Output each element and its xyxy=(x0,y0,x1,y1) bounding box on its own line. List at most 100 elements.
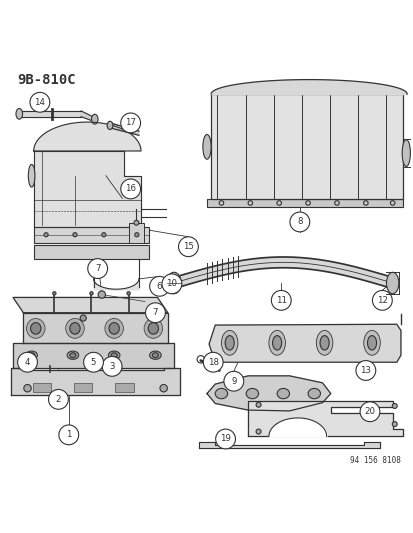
Text: 20: 20 xyxy=(363,407,375,416)
Bar xyxy=(115,383,133,392)
Ellipse shape xyxy=(391,422,396,426)
Circle shape xyxy=(215,429,235,449)
Ellipse shape xyxy=(67,351,78,359)
Ellipse shape xyxy=(90,292,93,295)
Text: 18: 18 xyxy=(207,358,218,367)
Ellipse shape xyxy=(367,336,376,350)
Bar xyxy=(128,223,144,243)
Text: 9: 9 xyxy=(230,377,236,386)
Ellipse shape xyxy=(246,389,258,399)
Ellipse shape xyxy=(70,353,76,358)
Circle shape xyxy=(30,92,50,112)
Ellipse shape xyxy=(225,336,234,350)
Text: 7: 7 xyxy=(95,264,100,273)
Ellipse shape xyxy=(401,140,409,166)
Ellipse shape xyxy=(28,164,35,187)
Ellipse shape xyxy=(221,330,237,355)
Circle shape xyxy=(88,259,107,278)
Polygon shape xyxy=(23,313,167,343)
Polygon shape xyxy=(33,122,141,151)
Ellipse shape xyxy=(52,292,56,295)
Ellipse shape xyxy=(316,330,332,355)
Bar xyxy=(33,245,149,259)
Text: 94 156 8108: 94 156 8108 xyxy=(349,456,400,465)
Ellipse shape xyxy=(24,384,31,392)
Bar xyxy=(74,383,92,392)
Text: 3: 3 xyxy=(109,362,114,371)
Ellipse shape xyxy=(108,351,120,359)
Text: 15: 15 xyxy=(183,242,193,251)
Circle shape xyxy=(48,390,68,409)
Circle shape xyxy=(83,352,103,372)
Ellipse shape xyxy=(202,134,211,159)
Ellipse shape xyxy=(70,322,80,334)
Text: 9B-810C: 9B-810C xyxy=(17,74,76,87)
Circle shape xyxy=(18,352,37,372)
Text: 4: 4 xyxy=(25,358,30,367)
Circle shape xyxy=(289,212,309,232)
Ellipse shape xyxy=(148,322,158,334)
Ellipse shape xyxy=(26,351,37,359)
Text: 19: 19 xyxy=(220,434,230,443)
Circle shape xyxy=(161,274,181,294)
Ellipse shape xyxy=(149,351,161,359)
Ellipse shape xyxy=(215,389,227,399)
Text: 8: 8 xyxy=(297,217,302,227)
Ellipse shape xyxy=(319,336,328,350)
Polygon shape xyxy=(110,123,139,135)
Ellipse shape xyxy=(102,233,106,237)
Text: 5: 5 xyxy=(90,358,96,367)
Polygon shape xyxy=(81,111,93,122)
Polygon shape xyxy=(209,324,400,362)
Ellipse shape xyxy=(16,109,22,119)
Ellipse shape xyxy=(256,402,261,407)
Bar xyxy=(211,94,402,199)
Ellipse shape xyxy=(363,330,380,355)
Ellipse shape xyxy=(111,353,117,358)
Text: 10: 10 xyxy=(166,279,177,288)
Ellipse shape xyxy=(144,319,162,338)
Circle shape xyxy=(121,179,140,199)
Ellipse shape xyxy=(80,315,86,321)
Ellipse shape xyxy=(134,220,139,225)
Text: 13: 13 xyxy=(359,366,370,375)
Circle shape xyxy=(223,372,243,391)
Text: 16: 16 xyxy=(125,184,136,193)
Ellipse shape xyxy=(386,272,398,294)
Ellipse shape xyxy=(127,292,130,295)
Ellipse shape xyxy=(268,330,285,355)
Circle shape xyxy=(203,352,223,372)
Circle shape xyxy=(355,361,375,381)
Ellipse shape xyxy=(307,389,320,399)
Circle shape xyxy=(271,290,290,310)
Text: 2: 2 xyxy=(56,395,61,404)
Circle shape xyxy=(178,237,198,256)
Polygon shape xyxy=(13,297,167,313)
Ellipse shape xyxy=(104,319,123,338)
Ellipse shape xyxy=(73,233,77,237)
Ellipse shape xyxy=(256,429,261,434)
Text: 12: 12 xyxy=(376,296,387,305)
Ellipse shape xyxy=(159,384,167,392)
Circle shape xyxy=(121,113,140,133)
Circle shape xyxy=(59,425,78,445)
Polygon shape xyxy=(198,442,380,448)
Polygon shape xyxy=(13,343,173,368)
Ellipse shape xyxy=(107,122,113,130)
Polygon shape xyxy=(206,376,330,411)
Ellipse shape xyxy=(26,319,45,338)
Text: 17: 17 xyxy=(125,118,136,127)
Ellipse shape xyxy=(272,336,281,350)
Ellipse shape xyxy=(135,233,139,237)
Text: 1: 1 xyxy=(66,430,71,439)
Ellipse shape xyxy=(28,353,35,358)
Ellipse shape xyxy=(66,319,84,338)
Circle shape xyxy=(102,357,122,376)
Circle shape xyxy=(145,303,165,322)
Ellipse shape xyxy=(109,322,119,334)
Text: 6: 6 xyxy=(157,282,162,291)
Text: 14: 14 xyxy=(34,98,45,107)
Circle shape xyxy=(149,277,169,296)
Ellipse shape xyxy=(391,403,396,408)
Bar xyxy=(33,383,51,392)
